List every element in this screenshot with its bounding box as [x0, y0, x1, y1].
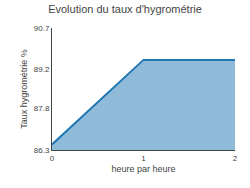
svg-text:87.8: 87.8 — [34, 104, 50, 113]
svg-text:Taux hygrométrie %: Taux hygrométrie % — [19, 49, 29, 129]
svg-text:0: 0 — [50, 154, 55, 163]
svg-text:1: 1 — [141, 154, 146, 163]
svg-text:90.7: 90.7 — [34, 24, 50, 33]
svg-text:heure par heure: heure par heure — [111, 164, 175, 174]
svg-text:2: 2 — [233, 154, 238, 163]
svg-text:86.3: 86.3 — [34, 146, 50, 155]
svg-text:Evolution du taux d'hygrométri: Evolution du taux d'hygrométrie — [48, 3, 202, 15]
svg-text:89.2: 89.2 — [34, 65, 50, 74]
